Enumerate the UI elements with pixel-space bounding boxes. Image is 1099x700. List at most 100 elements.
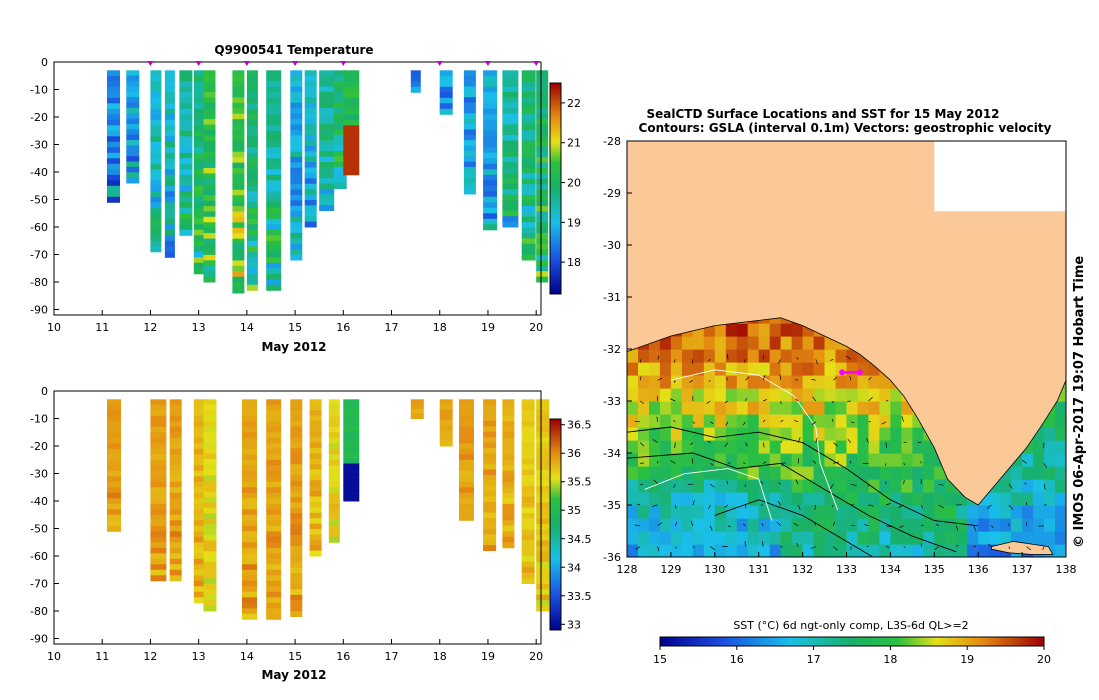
profile-cell — [150, 476, 167, 483]
profile-cell — [463, 140, 476, 147]
profile-cell — [203, 556, 217, 563]
profile-cell — [502, 514, 515, 521]
sst-cell — [736, 492, 749, 506]
profile-cell — [232, 260, 245, 267]
profile-cell — [150, 432, 167, 439]
profile-cell — [521, 173, 536, 180]
velocity-vector — [934, 546, 939, 550]
profile-cell — [179, 125, 193, 132]
sst-cell — [627, 518, 639, 532]
sst-cell — [879, 531, 891, 545]
profile-cell — [193, 97, 206, 104]
profile-cell — [343, 431, 360, 438]
profile-cell — [150, 547, 167, 554]
geostrophic-velocity-vectors — [634, 354, 1047, 552]
sst-cell — [813, 466, 826, 480]
profile-cell — [150, 525, 167, 532]
sst-contour — [670, 369, 839, 511]
sst-cell — [649, 453, 661, 467]
profile-cell — [203, 168, 216, 174]
profile-cell — [521, 523, 535, 530]
profile-cell — [304, 102, 317, 109]
profile-cell — [203, 260, 216, 267]
profile-cell — [439, 420, 453, 426]
sst-cell — [857, 414, 870, 428]
profile-cell — [242, 536, 257, 543]
sst-cell — [835, 401, 848, 415]
profile-cell — [150, 564, 167, 571]
velocity-vector — [796, 542, 799, 547]
profile-cell — [266, 564, 282, 571]
profile-cell — [290, 605, 303, 612]
profile-cell — [536, 238, 549, 245]
profile-cell — [502, 503, 515, 510]
profile-cell — [333, 102, 347, 109]
profile-cell — [343, 490, 360, 497]
profile-cell — [319, 205, 335, 211]
profile-cell — [536, 216, 549, 223]
velocity-vector — [639, 359, 642, 363]
velocity-vector — [635, 546, 641, 550]
profile-cell — [536, 157, 549, 163]
profile-marker — [195, 61, 202, 66]
profile-cell — [266, 202, 282, 209]
profile-cell — [536, 200, 549, 207]
velocity-vector — [726, 480, 729, 485]
profile-cell — [193, 268, 206, 275]
profile-cell — [319, 113, 335, 120]
profile-cell — [203, 605, 217, 612]
x-tick-label: 16 — [336, 650, 350, 663]
profile-cell — [126, 102, 140, 109]
sst-cell — [736, 336, 749, 350]
profile-cell — [463, 129, 476, 136]
velocity-vector — [657, 355, 660, 360]
sst-cell — [791, 323, 804, 337]
sst-cell — [879, 375, 891, 389]
sst-cell — [813, 440, 826, 454]
sst-cell — [857, 375, 870, 389]
sst-cell — [769, 466, 782, 480]
sst-cell — [912, 440, 924, 454]
profile-cell — [242, 492, 257, 499]
profile-cell — [343, 404, 360, 411]
profile-cell — [193, 465, 205, 472]
sst-cell — [769, 388, 782, 402]
profile-cell — [203, 399, 217, 406]
profile-cell — [164, 240, 175, 247]
profile-cell — [319, 81, 335, 87]
sst-cell — [638, 505, 650, 519]
profile-cell — [483, 196, 498, 203]
profile-cell — [150, 575, 167, 582]
lat-tick-label: -32 — [603, 343, 621, 356]
lon-tick-label: 133 — [836, 563, 857, 576]
profile-cell — [483, 108, 498, 115]
profile-cell — [169, 509, 182, 516]
map-title-line2: Contours: GSLA (interval 0.1m) Vectors: … — [639, 121, 1052, 135]
profile-cell — [203, 497, 217, 503]
profile-cell — [290, 426, 303, 433]
sst-cell — [780, 349, 793, 363]
y-tick-label: -90 — [30, 633, 48, 646]
profile-cell — [246, 262, 258, 269]
profile-cell — [150, 421, 167, 428]
profile-cell — [193, 191, 206, 198]
profile-cell — [290, 205, 303, 212]
profile-cell — [203, 92, 216, 98]
sst-cell — [868, 531, 881, 545]
profile-cell — [459, 514, 474, 521]
profile-cell — [126, 177, 140, 184]
profile-cell — [502, 102, 519, 109]
profile-cell — [309, 539, 322, 546]
profile-cell — [266, 465, 282, 472]
profile-cell — [164, 180, 175, 187]
profile-cell — [164, 174, 175, 181]
profile-cell — [246, 114, 258, 121]
sst-cell — [868, 453, 881, 467]
sst-cell — [846, 375, 859, 389]
profile-cell — [502, 481, 515, 488]
profile-cell — [309, 550, 322, 557]
profile-cell — [502, 81, 519, 87]
profile-cell — [266, 487, 282, 494]
sst-cell — [703, 336, 716, 350]
profile-cell — [164, 185, 175, 192]
